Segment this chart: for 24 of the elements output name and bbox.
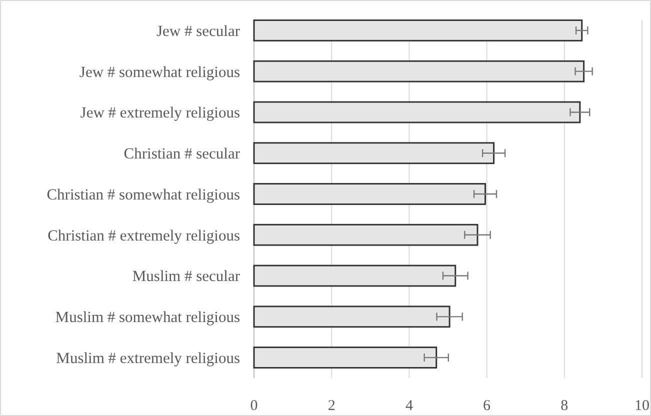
y-tick-label: Jew # extremely religious <box>80 104 240 122</box>
bar <box>253 142 495 164</box>
y-tick-label: Christian # somewhat religious <box>46 186 240 204</box>
bar <box>253 224 478 246</box>
y-tick-label: Jew # somewhat religious <box>79 64 240 81</box>
y-tick-label: Muslim # somewhat religious <box>55 309 240 326</box>
y-tick-label: Muslim # secular <box>132 268 241 286</box>
x-tick-label: 6 <box>483 398 492 414</box>
y-tick-label: Christian # extremely religious <box>48 227 240 244</box>
x-tick-label: 10 <box>634 398 650 414</box>
x-tick-label: 0 <box>250 398 258 414</box>
x-tick-label: 4 <box>405 398 414 414</box>
y-tick-label: Christian # secular <box>124 146 241 163</box>
bar <box>253 264 456 287</box>
bar <box>253 306 450 328</box>
x-tick-label: 2 <box>328 398 336 414</box>
bar <box>253 101 581 124</box>
bar <box>253 346 438 369</box>
y-tick-label: Jew # secular <box>156 22 241 40</box>
y-tick-label: Muslim # extremely religious <box>56 350 240 367</box>
x-tick-label: 8 <box>560 398 568 414</box>
bar <box>253 60 585 82</box>
bar <box>253 183 486 205</box>
bar <box>253 19 583 42</box>
